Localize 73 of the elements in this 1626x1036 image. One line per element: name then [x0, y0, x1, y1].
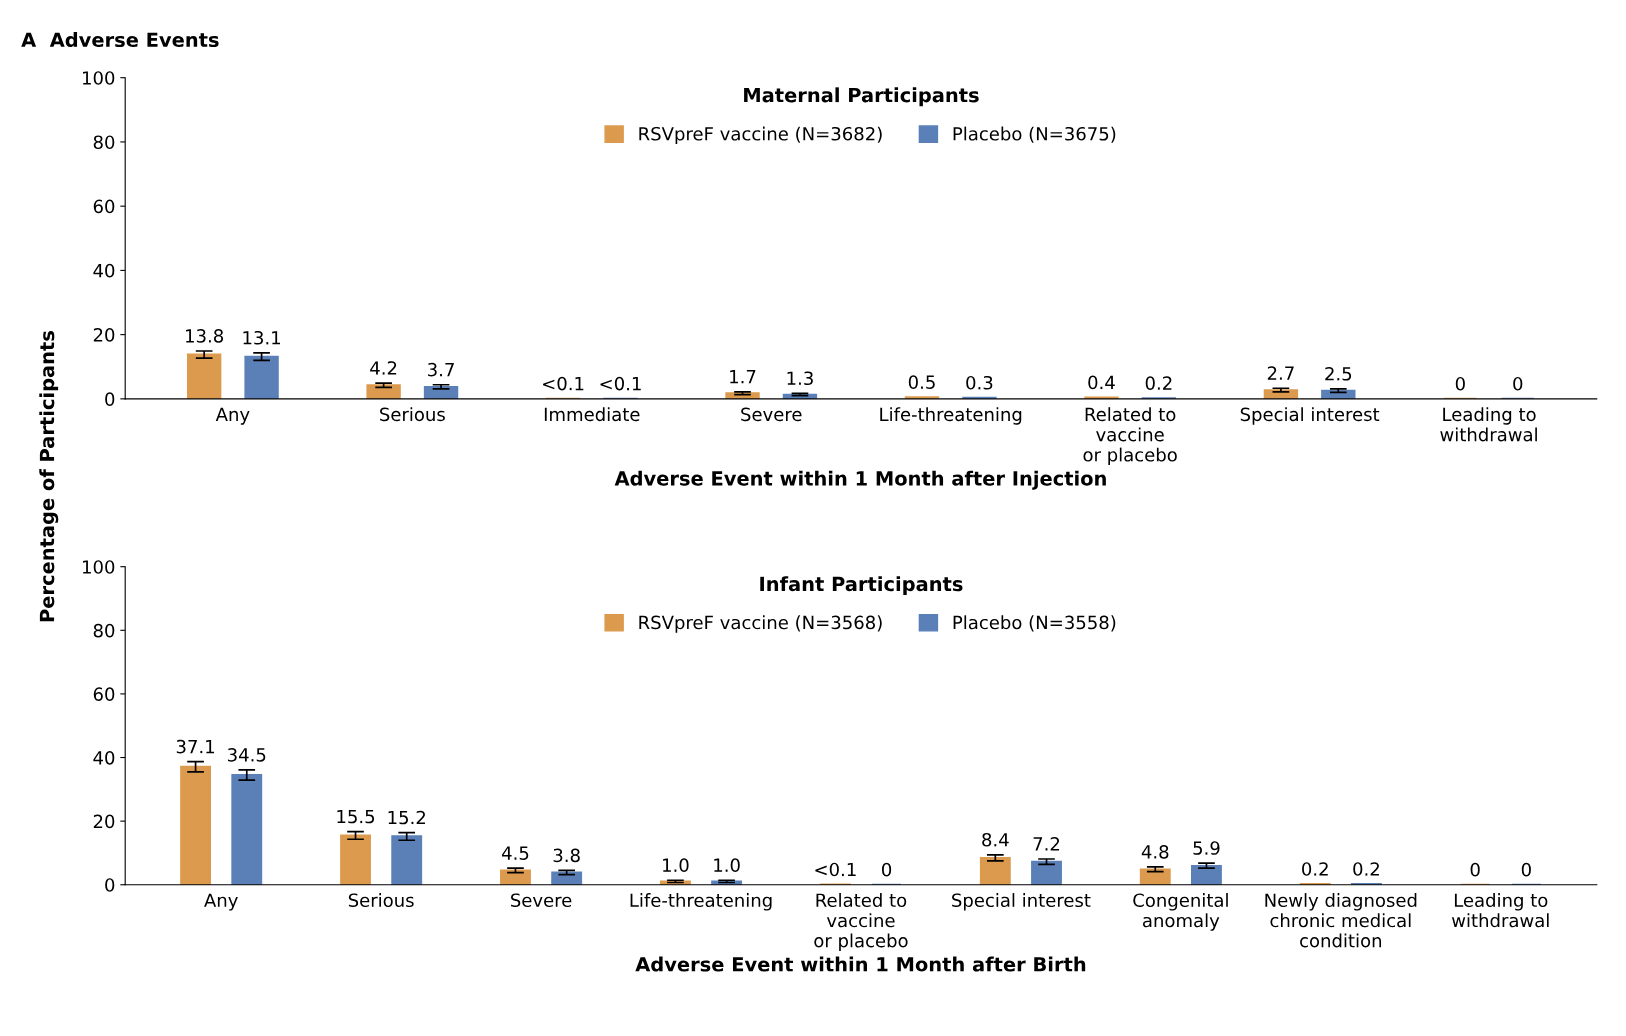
data-label: 34.5: [228, 748, 266, 762]
data-label: 13.1: [243, 330, 281, 345]
data-label: 0.4: [1088, 375, 1115, 390]
x-tick-label: Severe: [741, 407, 802, 422]
legend-label: Placebo (N=3675): [953, 126, 1116, 143]
x-tick-label: Congenital anomaly: [1133, 893, 1228, 931]
y-tick-label: 40: [93, 750, 115, 765]
chart-title: Infant Participants: [760, 576, 963, 596]
data-label: <0.1: [600, 376, 641, 391]
x-tick-label: Any: [204, 893, 238, 911]
x-tick-label: Newly diagnosed chronic medical condition: [1265, 893, 1417, 948]
y-tick-label: 0: [105, 878, 115, 892]
x-tick-label: Serious: [348, 893, 414, 908]
y-axis-title: Percentage of Participants: [39, 331, 59, 622]
data-label: 5.9: [1193, 841, 1220, 855]
data-label: 7.2: [1033, 837, 1060, 851]
data-label: 0: [1455, 376, 1465, 391]
data-label: 1.3: [787, 371, 813, 386]
data-label: 37.1: [176, 739, 215, 754]
data-label: 0: [1470, 862, 1480, 877]
data-label: 0.2: [1302, 862, 1328, 876]
x-tick-label: Special interest: [952, 893, 1091, 911]
data-label: 3.7: [428, 362, 454, 377]
x-tick-label: Leading to withdrawal: [1451, 893, 1549, 928]
data-label: 2.5: [1325, 366, 1352, 381]
y-tick-label: 80: [93, 623, 115, 638]
data-label: 15.2: [388, 810, 425, 825]
x-tick-label: Life-threatening: [880, 407, 1022, 425]
x-tick-label: Leading to withdrawal: [1440, 407, 1537, 442]
data-label: 15.5: [337, 809, 375, 824]
data-label: 4.5: [502, 846, 529, 860]
y-tick-label: 0: [105, 392, 115, 406]
data-label: <0.1: [815, 862, 856, 877]
x-axis-title: Adverse Event within 1 Month after Birth: [635, 956, 1086, 972]
data-label: 0: [882, 862, 892, 877]
data-label: 1.0: [714, 858, 740, 873]
data-label: 1.7: [730, 370, 756, 384]
data-label: 0: [1513, 376, 1523, 391]
data-label: 0.2: [1145, 376, 1172, 390]
x-tick-label: Related to vaccine or placebo: [1083, 407, 1177, 466]
data-label: 13.8: [186, 329, 224, 343]
y-tick-label: 20: [93, 328, 115, 342]
x-tick-label: Any: [215, 407, 250, 425]
x-tick-label: Severe: [511, 893, 572, 908]
x-tick-label: Serious: [380, 407, 445, 422]
chart-title: Maternal Participants: [744, 87, 979, 107]
y-tick-label: 20: [93, 814, 115, 829]
data-label: 1.0: [663, 858, 689, 873]
y-tick-label: 60: [93, 687, 115, 702]
data-label: 0.2: [1353, 862, 1379, 876]
text: A Adverse Events: [21, 32, 219, 48]
data-label: 2.7: [1267, 366, 1294, 380]
data-label: 4.8: [1141, 845, 1169, 859]
data-label: 4.2: [370, 361, 397, 375]
y-tick-label: 40: [93, 263, 115, 278]
data-label: 0: [1521, 862, 1531, 877]
legend-label: Placebo (N=3558): [953, 615, 1116, 632]
legend-label: RSVpreF vaccine (N=3568): [639, 615, 882, 633]
x-axis-title: Adverse Event within 1 Month after Injection: [614, 470, 1106, 490]
x-tick-label: Life-threatening: [630, 893, 772, 911]
y-tick-label: 60: [93, 199, 115, 214]
y-tick-label: 80: [93, 135, 115, 150]
x-tick-label: Immediate: [544, 407, 640, 422]
data-label: 8.4: [982, 832, 1009, 847]
x-tick-label: Related to vaccine or placebo: [814, 893, 908, 951]
y-tick-label: 100: [83, 560, 115, 574]
data-label: <0.1: [543, 376, 584, 391]
data-label: 3.8: [553, 848, 580, 863]
legend-label: RSVpreF vaccine (N=3682): [639, 126, 882, 145]
data-label: 0.3: [966, 375, 993, 390]
data-label: 0.5: [908, 375, 935, 389]
x-tick-label: Special interest: [1240, 407, 1380, 425]
y-tick-label: 100: [83, 71, 115, 85]
